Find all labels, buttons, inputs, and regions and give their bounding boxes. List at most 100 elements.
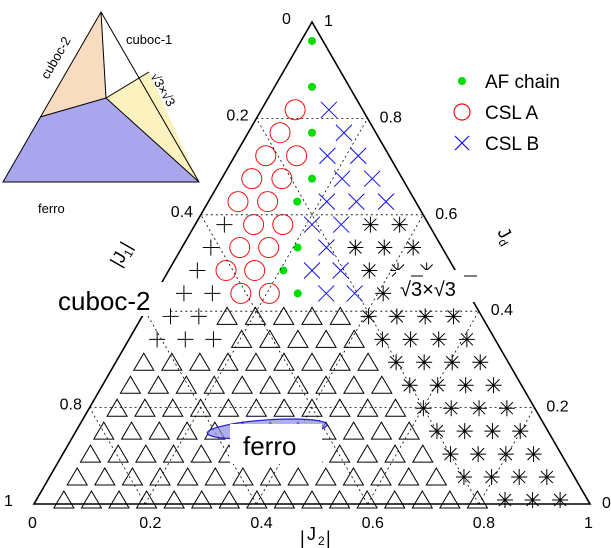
tick-j2-0: 0 [28, 515, 37, 532]
marker-af-8-3 [293, 197, 302, 206]
marker-ferro-15-9 [357, 352, 379, 371]
tick-j2-2: 0.4 [250, 515, 272, 532]
marker-cuboc2-11-1 [189, 262, 206, 279]
inset-ferro-label: ferro [38, 201, 65, 216]
marker-cslb-8-4 [318, 193, 336, 210]
marker-csla-6-1 [255, 145, 277, 167]
marker-ferro-17-10 [356, 398, 379, 417]
marker-csla-12-4 [258, 282, 280, 304]
marker-ferro-19-11 [356, 444, 379, 463]
marker-sqrt3-21-17 [496, 492, 513, 508]
marker-ferro-16-4 [203, 375, 226, 394]
inset-ferro [3, 98, 199, 182]
marker-csla-7-2 [271, 168, 293, 190]
marker-ferro-20-9 [287, 467, 310, 486]
marker-sqrt3-20-17 [511, 469, 528, 486]
marker-ferro-15-5 [245, 352, 267, 371]
axis-jd-label: Jd [491, 224, 519, 249]
marker-ferro-18-2 [120, 421, 143, 440]
marker-ferro-14-6 [287, 329, 309, 348]
legend-cslb-marker [454, 135, 470, 151]
marker-cslb-9-5 [332, 216, 350, 233]
marker-sqrt3-16-13 [457, 377, 474, 394]
marker-ferro-17-7 [273, 398, 296, 417]
marker-ferro-13-6 [301, 306, 323, 325]
marker-ferro-21-1 [53, 490, 75, 509]
marker-ferro-16-1 [119, 375, 142, 394]
marker-ferro-15-3 [188, 352, 211, 371]
marker-csla-6-2 [286, 145, 308, 167]
marker-ferro-16-8 [315, 375, 337, 394]
marker-ferro-18-3 [148, 421, 171, 440]
marker-sqrt3-14-10 [402, 331, 419, 348]
tick-j1-2: 0.4 [171, 204, 193, 221]
marker-cslb-5-3 [335, 124, 353, 142]
axis-j2-sub: 2 [318, 534, 325, 548]
marker-af-12-5 [293, 289, 302, 298]
marker-ferro-19-4 [162, 444, 185, 463]
inset-cuboc2-b [40, 12, 106, 117]
gridline-j2-2 [367, 311, 480, 505]
marker-sqrt3-16-14 [485, 377, 502, 394]
marker-af-5-2 [308, 128, 316, 137]
legend-csla-label: CSL A [485, 103, 538, 124]
marker-cslb-7-5 [363, 170, 381, 188]
marker-sqrt3-18-16 [512, 423, 529, 440]
tick-j2-4: 0.8 [473, 515, 495, 532]
marker-csla-7-1 [241, 168, 263, 190]
tick-jd-2: 0.4 [491, 302, 513, 319]
marker-sqrt3-18-13 [428, 423, 445, 440]
marker-ferro-20-14 [425, 467, 448, 486]
marker-ferro-20-4 [149, 467, 171, 486]
marker-ferro-17-8 [301, 398, 323, 417]
marker-csla-5-1 [269, 122, 291, 144]
marker-ferro-19-10 [328, 444, 351, 463]
gridline-j2-0 [144, 118, 368, 505]
region-label-cuboc2: cuboc-2 [56, 282, 168, 316]
marker-af-7-3 [308, 174, 316, 183]
marker-sqrt3-19-14 [442, 446, 459, 463]
inset-cuboc1-label: cuboc-1 [126, 32, 172, 47]
marker-ferro-21-5 [163, 490, 186, 509]
marker-ferro-21-14 [411, 490, 434, 509]
axis-j2-bar-right: | [326, 528, 331, 548]
marker-cslb-6-3 [319, 147, 336, 165]
marker-ferro-21-8 [245, 490, 268, 509]
marker-ferro-18-12 [398, 421, 421, 440]
marker-ferro-15-8 [329, 352, 351, 371]
tick-jd-5: 1 [324, 13, 333, 30]
marker-csla-11-2 [215, 259, 237, 281]
marker-sqrt3-13-8 [360, 308, 377, 325]
marker-cslb-8-5 [348, 193, 365, 210]
region-cuboc2-text: cuboc-2 [58, 286, 151, 316]
marker-af-1-0 [308, 36, 316, 45]
axis-j2-label: | J 2 | [300, 524, 331, 548]
marker-ferro-18-10 [342, 421, 365, 440]
legend-af-marker [458, 77, 466, 85]
marker-sqrt3-16-12 [429, 377, 446, 394]
marker-csla-11-3 [244, 259, 266, 281]
marker-cuboc2-13-2 [190, 308, 207, 325]
region-ferro-text: ferro [243, 431, 296, 461]
marker-ferro-13-7 [329, 306, 352, 325]
marker-ferro-15-2 [160, 352, 183, 371]
marker-sqrt3-19-16 [497, 446, 514, 463]
marker-af-3-1 [308, 82, 316, 91]
marker-ferro-14-4 [230, 329, 253, 348]
marker-ferro-15-1 [132, 352, 155, 371]
tick-jd-4: 0.8 [380, 109, 402, 126]
marker-sqrt3-18-15 [484, 423, 501, 440]
marker-cuboc2-9-1 [216, 216, 233, 233]
marker-cuboc2-10-1 [202, 239, 219, 256]
triangle-outline [32, 20, 592, 505]
tick-j2-1: 0.2 [139, 515, 161, 532]
marker-cslb-7-4 [333, 170, 351, 188]
marker-ferro-20-2 [93, 467, 116, 486]
marker-sqrt3-18-14 [456, 423, 473, 440]
region-label-ferro: ferro [230, 424, 322, 464]
marker-ferro-15-7 [301, 352, 323, 371]
marker-ferro-19-5 [190, 444, 213, 463]
marker-ferro-14-7 [315, 329, 337, 348]
marker-ferro-21-10 [301, 490, 323, 509]
marker-ferro-21-2 [80, 490, 103, 509]
